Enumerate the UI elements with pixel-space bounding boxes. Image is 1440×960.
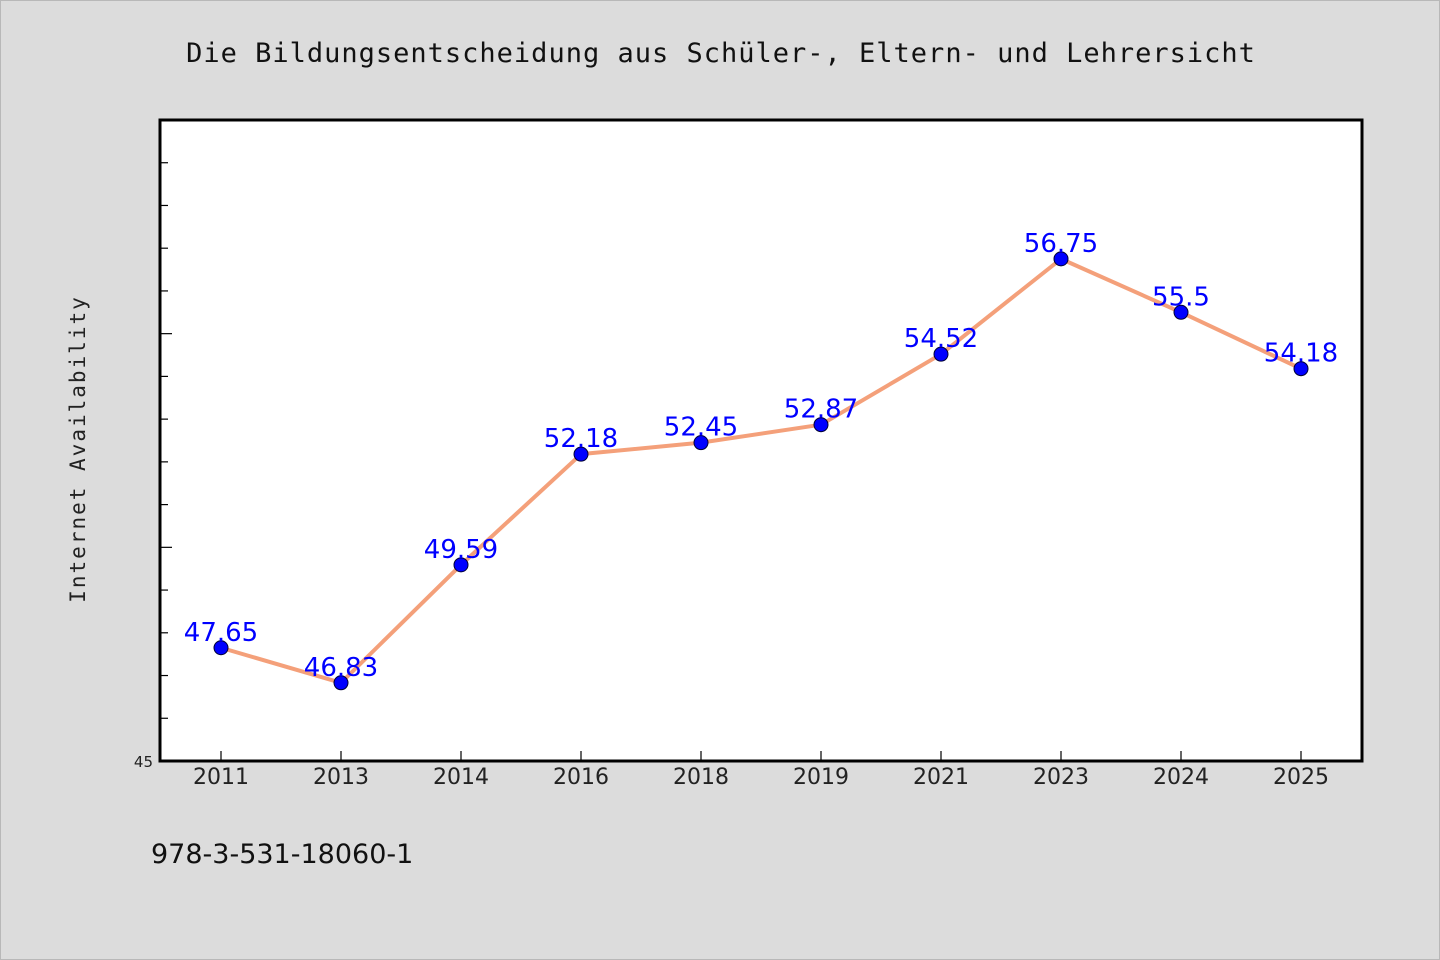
- data-point: [813, 417, 829, 433]
- data-label: 56.75: [1024, 229, 1098, 259]
- y-axis-label: Internet Availability: [66, 295, 90, 603]
- data-point: [693, 435, 709, 451]
- plot-area: [158, 118, 1364, 763]
- data-point: [453, 557, 469, 573]
- data-label: 55.5: [1152, 282, 1210, 312]
- data-label: 52.45: [664, 413, 738, 443]
- x-tick-label: 2016: [553, 765, 609, 790]
- x-tick-label: 2023: [1033, 765, 1089, 790]
- x-tick-label: 2011: [193, 765, 249, 790]
- data-point: [1173, 304, 1189, 320]
- data-label: 52.87: [784, 395, 858, 425]
- x-axis-ticks: [220, 751, 1302, 761]
- data-label: 54.18: [1264, 339, 1338, 369]
- data-label: 49.59: [424, 535, 498, 565]
- x-tick-label: 2025: [1273, 765, 1329, 790]
- x-tick-label: 2014: [433, 765, 489, 790]
- y-axis-min-label: 45: [134, 753, 153, 771]
- data-points: [213, 251, 1309, 691]
- data-point: [933, 346, 949, 362]
- data-point: [213, 640, 229, 656]
- data-label: 54.52: [904, 324, 978, 354]
- y-axis-ticks: [160, 162, 172, 719]
- data-point: [573, 446, 589, 462]
- x-tick-label: 2024: [1153, 765, 1209, 790]
- data-point: [333, 675, 349, 691]
- data-label: 46.83: [304, 653, 378, 683]
- data-point: [1293, 361, 1309, 377]
- x-axis-tick-labels: 2011 2013 2014 2016 2018 2019 2021 2023 2024 2025: [193, 765, 1329, 790]
- data-label: 47.65: [184, 618, 258, 648]
- chart-title: Die Bildungsentscheidung aus Schüler-, E…: [186, 38, 1256, 69]
- x-tick-label: 2018: [673, 765, 729, 790]
- series-line-group: [219, 256, 1303, 685]
- data-label: 52.18: [544, 424, 618, 454]
- x-tick-label: 2013: [313, 765, 369, 790]
- x-tick-label: 2021: [913, 765, 969, 790]
- isbn-footer: 978-3-531-18060-1: [151, 839, 413, 870]
- series-line: [219, 256, 1303, 685]
- data-point: [1053, 251, 1069, 267]
- data-labels: 47.65 46.83 49.59 52.18 52.45 52.87 54.52 56.75…: [184, 229, 1338, 683]
- x-tick-label: 2019: [793, 765, 849, 790]
